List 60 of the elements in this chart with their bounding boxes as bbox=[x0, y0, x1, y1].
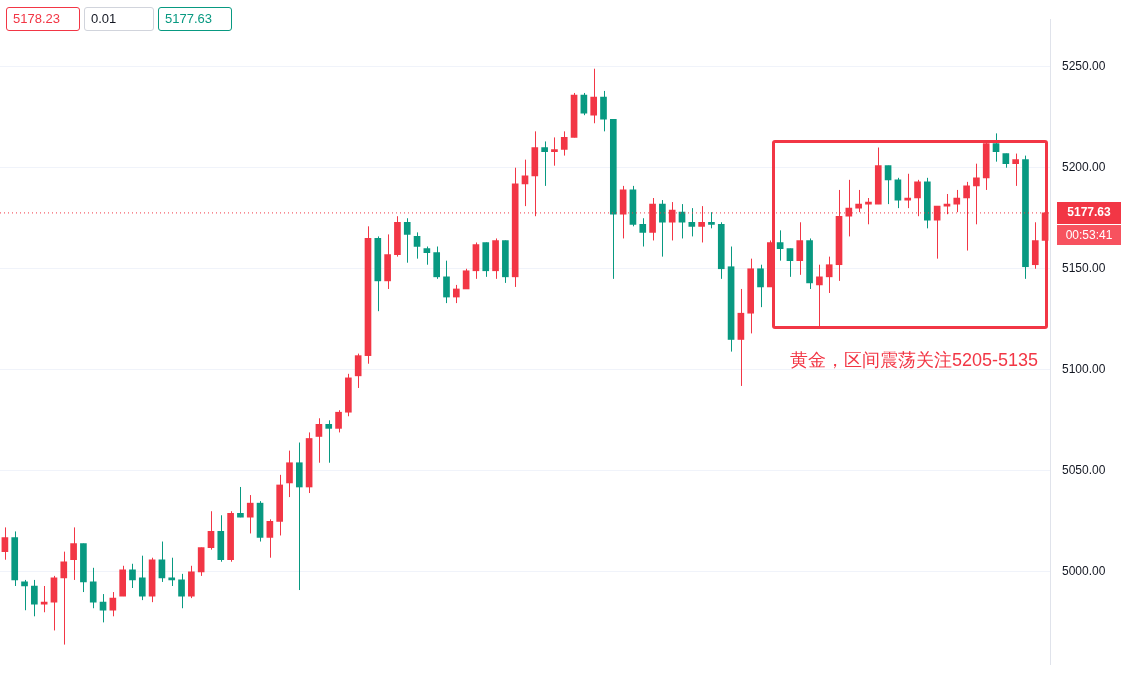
annotation: 5178.23 bbox=[6, 7, 80, 31]
candlestick bbox=[354, 353, 362, 389]
ref-line-label: 5177.63 bbox=[1067, 205, 1112, 220]
candlestick bbox=[776, 229, 784, 262]
candlestick bbox=[99, 593, 107, 623]
candlestick bbox=[659, 199, 666, 258]
y-tick-label: 5050.00 bbox=[1062, 463, 1106, 478]
candlestick bbox=[178, 573, 185, 609]
candlestick bbox=[403, 217, 411, 264]
candlestick bbox=[600, 90, 607, 132]
candlestick bbox=[786, 248, 794, 278]
candlestick bbox=[825, 256, 833, 294]
candlestick bbox=[560, 130, 568, 157]
candlestick bbox=[237, 486, 244, 518]
candlestick bbox=[590, 68, 598, 124]
y-tick-label: 5250.00 bbox=[1062, 59, 1106, 73]
candlestick bbox=[315, 417, 323, 464]
candlestick bbox=[757, 264, 764, 308]
candlestick bbox=[816, 264, 823, 328]
text: 00:53:41 bbox=[1057, 224, 1121, 245]
candlestick bbox=[286, 450, 293, 498]
candlestick bbox=[70, 526, 77, 581]
candlestick bbox=[89, 567, 97, 609]
candlestick bbox=[452, 284, 460, 304]
candlestick bbox=[443, 260, 450, 304]
candlestick bbox=[992, 132, 1000, 163]
y-tick-label: 5200.00 bbox=[1062, 160, 1106, 175]
candlestick bbox=[158, 541, 166, 583]
candlestick bbox=[60, 551, 68, 646]
candlestick bbox=[413, 231, 421, 260]
candlestick bbox=[521, 159, 529, 207]
candlestick bbox=[639, 217, 647, 248]
y-tick-label: 5100.00 bbox=[1062, 362, 1106, 377]
y-tick-label: 5000.00 bbox=[1062, 564, 1106, 579]
candlestick bbox=[31, 579, 38, 617]
candlestick bbox=[1, 526, 9, 561]
candlestick bbox=[796, 221, 804, 276]
candlestick bbox=[129, 563, 136, 589]
candlestick bbox=[855, 189, 862, 213]
candlestick bbox=[266, 518, 274, 559]
candlestick bbox=[541, 140, 548, 187]
candlestick bbox=[246, 494, 254, 534]
candlestick bbox=[462, 268, 470, 290]
candlestick bbox=[207, 510, 215, 551]
candlestick bbox=[688, 207, 696, 237]
candlestick bbox=[953, 189, 961, 213]
candlestick bbox=[884, 165, 892, 205]
candlestick bbox=[138, 555, 146, 601]
candlestick bbox=[551, 136, 558, 167]
candlestick bbox=[1012, 153, 1019, 187]
candlestick bbox=[335, 409, 342, 433]
candlestick bbox=[21, 579, 28, 611]
annotation: 0.01 bbox=[84, 7, 154, 31]
candlestick bbox=[40, 585, 48, 613]
annotation: 5177.63 bbox=[158, 7, 232, 31]
y-tick-label: 5150.00 bbox=[1062, 261, 1106, 276]
candlestick bbox=[325, 419, 333, 464]
candlestick bbox=[423, 246, 431, 266]
annotation: 黄金，区间震荡关注5205-5135 bbox=[790, 349, 1039, 372]
candlestick bbox=[109, 591, 117, 617]
